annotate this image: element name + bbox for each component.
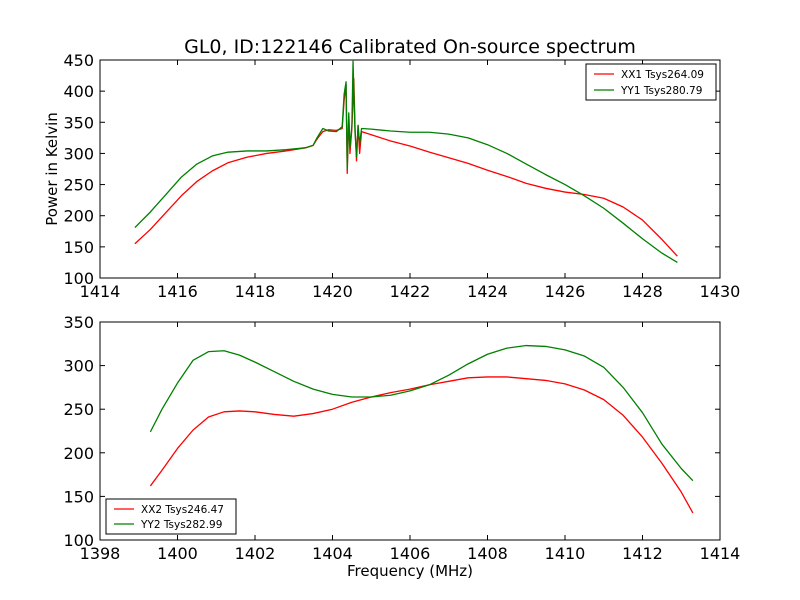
top-series-yy1-line	[134, 60, 678, 263]
top-legend-label-xx1: XX1 Tsys264.09	[621, 69, 704, 81]
top-y-tick-label: 450	[63, 51, 94, 70]
top-axes-frame	[99, 59, 721, 279]
bottom-x-tick-label: 1408	[467, 544, 508, 563]
bottom-x-tick-label: 1398	[80, 544, 121, 563]
bottom-y-tick-label: 150	[63, 487, 94, 506]
bottom-x-tick-label: 1402	[235, 544, 276, 563]
bottom-axes-frame	[99, 321, 721, 541]
bottom-x-tick-label: 1414	[700, 544, 741, 563]
bottom-series-yy2-line	[149, 344, 694, 482]
bottom-y-tick-label: 350	[63, 313, 94, 332]
top-x-tick-label: 1414	[80, 282, 121, 301]
bottom-y-tick-label: 200	[63, 444, 94, 463]
bottom-x-tick-label: 1412	[622, 544, 663, 563]
top-y-tick-label: 150	[63, 238, 94, 257]
bottom-x-tick-label: 1410	[545, 544, 586, 563]
bottom-x-tick-label: 1406	[390, 544, 431, 563]
bottom-y-tick-label: 100	[63, 531, 94, 550]
bottom-x-axis-label: Frequency (MHz)	[347, 562, 473, 580]
top-series-layer	[134, 60, 678, 263]
top-legend: XX1 Tsys264.09 YY1 Tsys280.79	[585, 63, 717, 101]
top-x-tick-label: 1420	[312, 282, 353, 301]
top-x-tick-label: 1418	[235, 282, 276, 301]
bottom-y-tick-label: 250	[63, 400, 94, 419]
top-plot-area: 1414 1416 1418 1420 1422 1424 1426 1428 1430 100 1…	[63, 51, 740, 301]
top-x-tick-label: 1428	[622, 282, 663, 301]
top-x-tick-label: 1422	[390, 282, 431, 301]
top-axis-ticks: 1414 1416 1418 1420 1422 1424 1426 1428 1430 100 1…	[63, 51, 740, 301]
bottom-y-tick-label: 300	[63, 357, 94, 376]
top-legend-label-yy1: YY1 Tsys280.79	[620, 85, 702, 97]
top-y-axis-label: Power in Kelvin	[43, 112, 61, 226]
bottom-series-layer	[149, 344, 694, 514]
top-y-tick-label: 350	[63, 113, 94, 132]
top-y-tick-label: 400	[63, 82, 94, 101]
top-y-tick-label: 300	[63, 144, 94, 163]
top-x-tick-label: 1430	[700, 282, 741, 301]
bottom-legend-label-xx2: XX2 Tsys246.47	[141, 504, 224, 516]
top-y-tick-label: 100	[63, 269, 94, 288]
bottom-legend-box	[105, 498, 237, 535]
top-chart-title: GL0, ID:122146 Calibrated On-source spec…	[184, 36, 636, 58]
bottom-series-xx2-line	[149, 376, 694, 514]
top-x-tick-label: 1416	[157, 282, 198, 301]
bottom-axis-ticks: 1398 1400 1402 1404 1406 1408 1410 1412 1414 100 1…	[63, 313, 740, 563]
top-y-tick-label: 250	[63, 176, 94, 195]
top-x-tick-label: 1426	[545, 282, 586, 301]
bottom-x-tick-label: 1404	[312, 544, 353, 563]
bottom-legend: XX2 Tsys246.47 YY2 Tsys282.99	[105, 498, 237, 535]
bottom-x-tick-label: 1400	[157, 544, 198, 563]
top-y-tick-label: 200	[63, 207, 94, 226]
top-x-tick-label: 1424	[467, 282, 508, 301]
bottom-legend-label-yy2: YY2 Tsys282.99	[140, 519, 222, 531]
top-legend-box	[585, 63, 717, 101]
bottom-plot-area: 1398 1400 1402 1404 1406 1408 1410 1412 1414 100 1…	[63, 313, 740, 563]
